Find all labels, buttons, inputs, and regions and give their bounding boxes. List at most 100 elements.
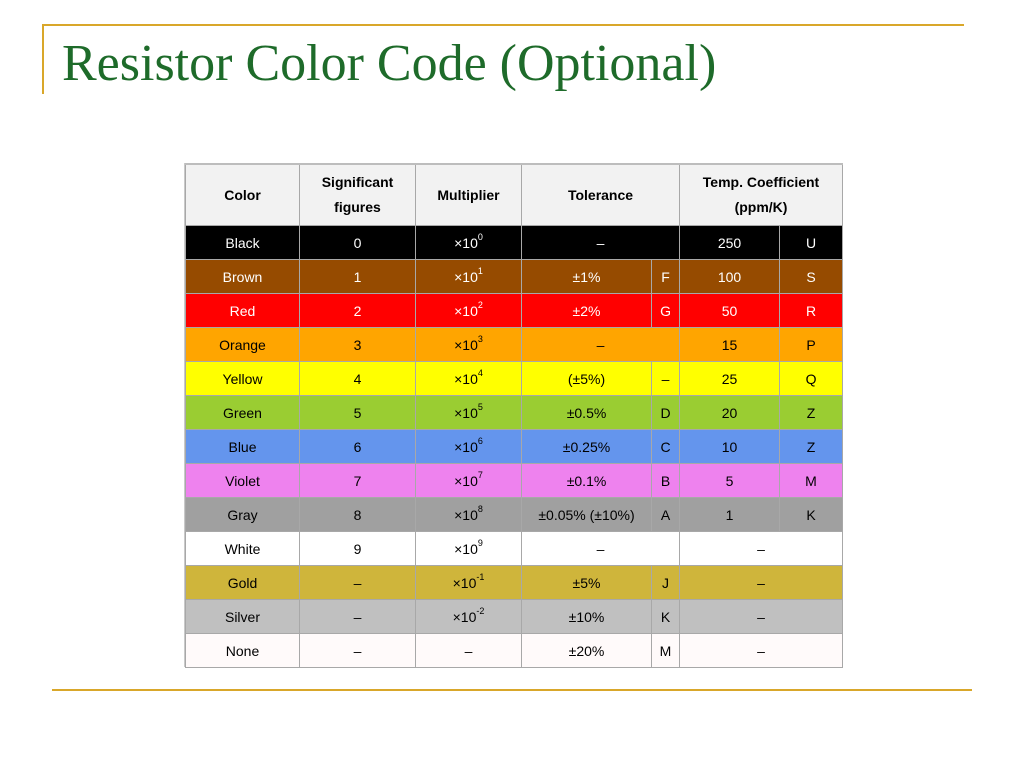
- tolerance-code-cell: G: [650, 293, 681, 328]
- temp-code-cell: U: [779, 225, 844, 260]
- multiplier-base: ×10: [454, 268, 478, 285]
- tolerance-code-cell: –: [650, 361, 681, 396]
- multiplier-cell: ×105: [415, 395, 522, 430]
- tolerance-cell: (±5%): [521, 361, 652, 396]
- significant-figure-cell: 7: [299, 463, 416, 498]
- multiplier-cell: ×10-1: [415, 565, 522, 600]
- multiplier-base: ×10: [454, 540, 478, 557]
- multiplier-exponent: 1: [477, 265, 483, 276]
- temp-code-cell: S: [779, 259, 844, 294]
- color-name-cell: White: [185, 531, 300, 566]
- multiplier-base: ×10: [454, 472, 478, 489]
- multiplier-base: ×10: [452, 608, 477, 625]
- multiplier-base: ×10: [454, 438, 478, 455]
- multiplier-base: ×10: [454, 404, 478, 421]
- temp-coefficient-cell: –: [679, 531, 844, 566]
- color-name-cell: Violet: [185, 463, 300, 498]
- multiplier-base: ×10: [452, 574, 477, 591]
- color-name-cell: Red: [185, 293, 300, 328]
- tolerance-cell: –: [520, 327, 681, 362]
- color-name-cell: Black: [185, 225, 300, 260]
- table-row: Black 0 ×100–250 U: [185, 225, 844, 260]
- multiplier-cell: ×103: [415, 327, 522, 362]
- significant-figure-cell: 3: [299, 327, 416, 362]
- multiplier-exponent: 5: [477, 401, 483, 412]
- tolerance-cell: ±1%: [521, 259, 652, 294]
- tolerance-cell: ±0.05% (±10%): [521, 497, 652, 532]
- multiplier-exponent: 7: [477, 469, 483, 480]
- temp-code-cell: P: [779, 327, 844, 362]
- multiplier-cell: ×101: [415, 259, 522, 294]
- tolerance-cell: ±0.25%: [521, 429, 652, 464]
- color-name-cell: Gold: [185, 565, 300, 600]
- color-name-cell: Silver: [185, 599, 300, 634]
- header-temp-coefficient: Temp. Coefficient (ppm/K): [679, 163, 844, 226]
- significant-figure-cell: –: [299, 565, 416, 600]
- table-row: Yellow 4 ×104 (±5%) –25 Q: [185, 361, 844, 396]
- significant-figure-cell: 0: [299, 225, 416, 260]
- table-row: Blue 6 ×106 ±0.25% C 10 Z: [185, 429, 844, 464]
- multiplier-exponent: 2: [477, 299, 483, 310]
- significant-figure-cell: 5: [299, 395, 416, 430]
- multiplier-cell: ×106: [415, 429, 522, 464]
- significant-figure-cell: –: [299, 599, 416, 634]
- multiplier-base: ×10: [454, 506, 478, 523]
- temp-coefficient-cell: 250: [679, 225, 781, 260]
- header-multiplier: Multiplier: [415, 163, 522, 226]
- temp-coefficient-cell: 10: [679, 429, 781, 464]
- tolerance-code-cell: A: [650, 497, 681, 532]
- color-name-cell: Green: [185, 395, 300, 430]
- table-row: Violet 7 ×107 ±0.1% B 5 M: [185, 463, 844, 498]
- left-rule: [42, 24, 44, 94]
- multiplier-exponent: 0: [477, 231, 483, 242]
- temp-coefficient-cell: –: [679, 599, 844, 634]
- significant-figure-cell: 8: [299, 497, 416, 532]
- color-name-cell: Gray: [185, 497, 300, 532]
- tolerance-code-cell: M: [650, 633, 681, 668]
- multiplier-base: ×10: [454, 234, 478, 251]
- tolerance-cell: ±5%: [521, 565, 652, 600]
- significant-figure-cell: –: [299, 633, 416, 668]
- multiplier-cell: ×100: [415, 225, 522, 260]
- table-row: Orange 3 ×103–15 P: [185, 327, 844, 362]
- color-name-cell: Yellow: [185, 361, 300, 396]
- table-row: Red 2 ×102 ±2% G 50 R: [185, 293, 844, 328]
- multiplier-exponent: 3: [477, 333, 483, 344]
- multiplier-cell: ×102: [415, 293, 522, 328]
- header-tolerance: Tolerance: [520, 163, 681, 226]
- multiplier-exponent: -1: [476, 571, 485, 582]
- slide-title: Resistor Color Code (Optional): [62, 35, 717, 92]
- temp-coefficient-cell: 1: [679, 497, 781, 532]
- significant-figure-cell: 9: [299, 531, 416, 566]
- tolerance-cell: ±0.1%: [521, 463, 652, 498]
- multiplier-cell: –: [415, 633, 522, 668]
- multiplier-exponent: -2: [476, 605, 485, 616]
- multiplier-cell: ×10-2: [415, 599, 522, 634]
- multiplier-cell: ×107: [415, 463, 522, 498]
- multiplier-exponent: 4: [477, 367, 483, 378]
- table-row: White 9 ×109– –: [185, 531, 844, 566]
- tolerance-cell: ±2%: [521, 293, 652, 328]
- header-row: Color Significant figures Multiplier Tol…: [185, 163, 844, 226]
- temp-code-cell: M: [779, 463, 844, 498]
- table-row: Green 5 ×105 ±0.5% D 20 Z: [185, 395, 844, 430]
- tolerance-code-cell: D: [650, 395, 681, 430]
- multiplier-exponent: 6: [477, 435, 483, 446]
- temp-coefficient-cell: –: [679, 565, 844, 600]
- table-row: Silver – ×10-2 ±10% K –: [185, 599, 844, 634]
- tolerance-cell: –: [520, 225, 681, 260]
- multiplier-base: ×10: [454, 302, 478, 319]
- multiplier-cell: ×109: [415, 531, 522, 566]
- tolerance-code-cell: F: [650, 259, 681, 294]
- multiplier-base: ×10: [454, 336, 478, 353]
- color-name-cell: Orange: [185, 327, 300, 362]
- temp-coefficient-cell: 20: [679, 395, 781, 430]
- multiplier-cell: ×108: [415, 497, 522, 532]
- tolerance-cell: ±10%: [521, 599, 652, 634]
- tolerance-code-cell: B: [650, 463, 681, 498]
- temp-code-cell: Q: [779, 361, 844, 396]
- temp-code-cell: Z: [779, 395, 844, 430]
- table-row: Brown 1 ×101 ±1% F 100 S: [185, 259, 844, 294]
- header-significant-figures: Significant figures: [299, 163, 416, 226]
- multiplier-cell: ×104: [415, 361, 522, 396]
